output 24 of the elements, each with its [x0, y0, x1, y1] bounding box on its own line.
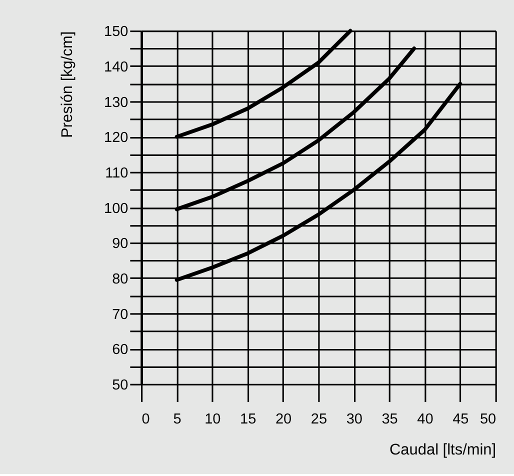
y-tick-label: 150 [104, 24, 128, 40]
y-tick-label: 130 [104, 94, 128, 111]
y-axis-title: Presión [kg/cm] [59, 31, 76, 138]
x-tick-label: 45 [452, 411, 469, 428]
x-tick-label: 10 [204, 411, 221, 428]
y-tick-label: 60 [112, 342, 128, 358]
x-tick-label: 0 [142, 411, 150, 428]
x-tick-label: 5 [173, 411, 182, 428]
y-tick-label: 120 [104, 130, 128, 146]
x-tick-label: 15 [240, 411, 256, 428]
x-tick-label: 30 [346, 411, 362, 428]
x-tick-label: 50 [480, 411, 496, 428]
y-tick-label: 70 [112, 306, 128, 323]
x-axis-title: Caudal [lts/min] [389, 441, 496, 458]
x-tick-label: 40 [417, 411, 434, 428]
x-tick-label: 25 [310, 411, 328, 428]
y-tick-label: 90 [112, 236, 128, 252]
y-tick-label: 80 [112, 271, 128, 288]
y-tick-label: 50 [112, 377, 128, 394]
x-tick-label: 35 [382, 411, 398, 428]
y-tick-label: 140 [104, 59, 128, 76]
y-tick-label: 100 [104, 200, 128, 217]
y-tick-label: 110 [105, 165, 128, 182]
x-tick-label: 20 [275, 411, 292, 428]
